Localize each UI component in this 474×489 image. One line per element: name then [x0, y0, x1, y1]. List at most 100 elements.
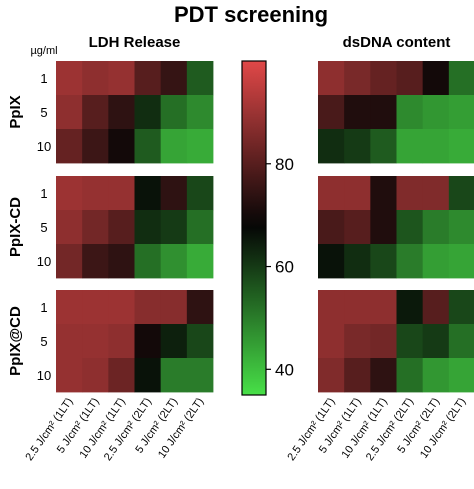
heatmap-cell: [422, 324, 450, 359]
heatmap-cell: [396, 358, 424, 393]
heatmap-cell: [448, 176, 474, 211]
heatmap-cell: [108, 324, 135, 359]
heatmap-cell: [82, 324, 109, 359]
heatmap-cell: [108, 61, 135, 96]
concentration-label: 5: [40, 105, 47, 120]
heatmap-cell: [448, 290, 474, 325]
heatmap-cell: [82, 176, 109, 211]
heatmap-cell: [396, 176, 424, 211]
heatmap-cell: [134, 324, 162, 359]
heatmap-cell: [448, 210, 474, 245]
heatmap-cell: [108, 358, 135, 393]
heatmap-cell: [318, 210, 345, 245]
heatmap-cell: [448, 95, 474, 130]
heatmap-cell: [422, 210, 450, 245]
heatmap-cell: [318, 324, 345, 359]
heatmap-cell: [134, 290, 162, 325]
heatmap-cell: [160, 95, 188, 130]
colorbar-gradient: [241, 60, 267, 396]
heatmap-cell: [370, 176, 397, 211]
heatmap-cell: [160, 324, 188, 359]
group-label: PpIX@CD: [7, 306, 24, 376]
heatmap-cell: [344, 95, 371, 130]
heatmap-cell: [370, 61, 397, 96]
heatmap-cell: [56, 61, 83, 96]
heatmap-cell: [160, 244, 188, 279]
heatmap-cell: [370, 244, 397, 279]
heatmap-cell: [134, 129, 162, 164]
heatmap-cell: [56, 290, 83, 325]
concentration-label: 1: [40, 71, 47, 86]
group-label: PpIX-CD: [7, 197, 24, 257]
heatmap-cell: [396, 61, 424, 96]
heatmap-cell: [82, 61, 109, 96]
heatmap-cell: [422, 95, 450, 130]
heatmap-cell: [318, 176, 345, 211]
heatmap-cell: [318, 290, 345, 325]
heatmap-cell: [422, 358, 450, 393]
heatmap-cell: [344, 61, 371, 96]
heatmap-cell: [160, 210, 188, 245]
heatmap-cell: [108, 95, 135, 130]
heatmap-cell: [396, 324, 424, 359]
group-separator: [55, 164, 214, 175]
heatmap-cell: [344, 324, 371, 359]
heatmap-cell: [344, 210, 371, 245]
heatmap-cell: [186, 244, 214, 279]
heatmap-cell: [82, 290, 109, 325]
heatmap-cell: [82, 210, 109, 245]
heatmap-cell: [370, 358, 397, 393]
heatmap-cell: [344, 244, 371, 279]
colorbar: 40 60 80: [241, 60, 294, 396]
concentration-label: 5: [40, 220, 47, 235]
heatmap-cell: [344, 129, 371, 164]
heatmap-cell: [160, 290, 188, 325]
heatmap-cell: [108, 244, 135, 279]
heatmap-cell: [318, 129, 345, 164]
panel-title: LDH Release: [89, 34, 181, 51]
heatmap-cell: [422, 290, 450, 325]
heatmap-cell: [422, 176, 450, 211]
heatmap-cell: [56, 129, 83, 164]
heatmap-cell: [186, 176, 214, 211]
heatmap-cell: [318, 358, 345, 393]
heatmap-cell: [56, 176, 83, 211]
heatmap-panels: LDH Release dsDNA content: [55, 34, 474, 393]
concentration-label: 10: [37, 368, 51, 383]
heatmap-cell: [186, 61, 214, 96]
chart-title: PDT screening: [174, 2, 328, 27]
heatmap-cell: [370, 210, 397, 245]
heatmap-cell: [186, 324, 214, 359]
heatmap-cell: [318, 244, 345, 279]
heatmap-cell: [422, 244, 450, 279]
heatmap-cell: [344, 290, 371, 325]
heatmap-cell: [370, 324, 397, 359]
heatmap-cell: [56, 324, 83, 359]
panel-title: dsDNA content: [343, 34, 451, 51]
colorbar-tick-label: 60: [275, 258, 294, 277]
heatmap-cell: [370, 129, 397, 164]
concentration-label: 5: [40, 334, 47, 349]
heatmap-cell: [186, 95, 214, 130]
heatmap-cell: [448, 61, 474, 96]
heatmap-cell: [422, 61, 450, 96]
heatmap-cell: [82, 95, 109, 130]
heatmap-cell: [134, 210, 162, 245]
colorbar-tick-label: 80: [275, 155, 294, 174]
heatmap-cell: [160, 129, 188, 164]
heatmap-cell: [448, 129, 474, 164]
heatmap-cell: [318, 61, 345, 96]
heatmap-cell: [160, 358, 188, 393]
heatmap-cell: [422, 129, 450, 164]
group-separator: [317, 164, 474, 175]
heatmap-cell: [134, 358, 162, 393]
heatmap-cell: [108, 290, 135, 325]
heatmap-cell: [160, 176, 188, 211]
colorbar-tick-label: 40: [275, 360, 294, 379]
heatmap-cell: [108, 176, 135, 211]
heatmap-cell: [344, 176, 371, 211]
heatmap-cell: [108, 129, 135, 164]
heatmap-cell: [448, 324, 474, 359]
heatmap-cell: [134, 176, 162, 211]
